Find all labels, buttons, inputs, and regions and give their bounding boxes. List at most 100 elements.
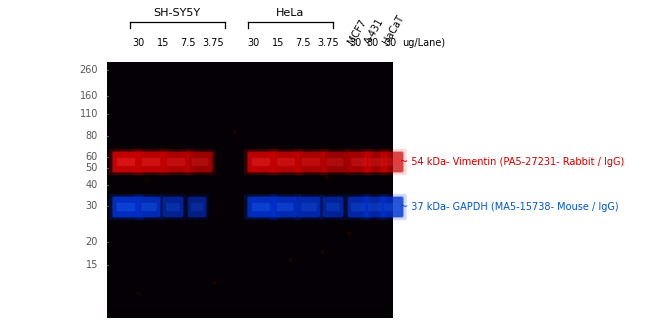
FancyBboxPatch shape [187,196,207,218]
FancyBboxPatch shape [378,149,407,175]
FancyBboxPatch shape [109,194,144,220]
FancyBboxPatch shape [351,158,367,166]
FancyBboxPatch shape [273,152,299,172]
Text: ~ 54 kDa- Vimentin (PA5-27231- Rabbit / IgG): ~ 54 kDa- Vimentin (PA5-27231- Rabbit / … [400,157,624,167]
FancyBboxPatch shape [247,196,275,218]
FancyBboxPatch shape [322,196,344,218]
FancyBboxPatch shape [276,203,294,211]
FancyBboxPatch shape [113,152,139,172]
Text: ~ 37 kDa- GAPDH (MA5-15738- Mouse / IgG): ~ 37 kDa- GAPDH (MA5-15738- Mouse / IgG) [400,202,619,212]
FancyBboxPatch shape [361,149,391,175]
FancyBboxPatch shape [192,158,209,166]
FancyBboxPatch shape [302,158,320,166]
FancyBboxPatch shape [347,151,371,173]
FancyBboxPatch shape [272,151,300,173]
FancyBboxPatch shape [380,151,404,173]
FancyBboxPatch shape [162,196,184,218]
Text: 30: 30 [86,201,98,211]
FancyBboxPatch shape [381,197,403,217]
FancyBboxPatch shape [162,151,190,173]
Text: 20: 20 [86,237,98,247]
FancyBboxPatch shape [323,152,347,172]
FancyBboxPatch shape [187,151,213,173]
Text: 3.75: 3.75 [317,38,339,48]
FancyBboxPatch shape [347,196,369,218]
FancyBboxPatch shape [185,194,209,220]
FancyBboxPatch shape [269,194,301,220]
FancyBboxPatch shape [326,158,343,166]
FancyBboxPatch shape [159,149,194,175]
FancyBboxPatch shape [365,197,385,217]
FancyBboxPatch shape [320,194,346,220]
Text: 15: 15 [272,38,284,48]
FancyBboxPatch shape [365,152,387,172]
FancyBboxPatch shape [244,149,278,175]
FancyBboxPatch shape [344,194,371,220]
Text: SH-SY5Y: SH-SY5Y [153,8,201,18]
Text: HaCaT: HaCaT [382,13,406,46]
FancyBboxPatch shape [138,152,164,172]
FancyBboxPatch shape [348,152,370,172]
FancyBboxPatch shape [167,158,185,166]
FancyBboxPatch shape [137,151,165,173]
FancyBboxPatch shape [112,151,140,173]
FancyBboxPatch shape [368,203,382,211]
FancyBboxPatch shape [326,203,340,211]
FancyBboxPatch shape [344,149,374,175]
Text: 30: 30 [349,38,361,48]
FancyBboxPatch shape [160,194,186,220]
FancyBboxPatch shape [247,151,275,173]
FancyBboxPatch shape [134,149,168,175]
FancyBboxPatch shape [188,197,206,217]
FancyBboxPatch shape [323,197,343,217]
FancyBboxPatch shape [380,196,404,218]
FancyBboxPatch shape [190,203,203,211]
FancyBboxPatch shape [294,149,328,175]
FancyBboxPatch shape [163,152,189,172]
FancyBboxPatch shape [351,203,365,211]
FancyBboxPatch shape [268,149,304,175]
FancyBboxPatch shape [384,203,400,211]
Text: 30: 30 [247,38,259,48]
Text: 30: 30 [366,38,378,48]
FancyBboxPatch shape [142,158,161,166]
FancyBboxPatch shape [252,158,270,166]
FancyBboxPatch shape [322,151,348,173]
Text: 15: 15 [86,260,98,270]
FancyBboxPatch shape [117,203,135,211]
Bar [107,62,393,318]
FancyBboxPatch shape [277,158,295,166]
FancyBboxPatch shape [381,152,403,172]
FancyBboxPatch shape [298,152,324,172]
Text: 260: 260 [79,65,98,75]
FancyBboxPatch shape [273,197,297,217]
FancyBboxPatch shape [297,151,325,173]
Text: 50: 50 [86,163,98,173]
FancyBboxPatch shape [184,149,216,175]
FancyBboxPatch shape [297,196,321,218]
FancyBboxPatch shape [369,158,383,166]
FancyBboxPatch shape [364,196,386,218]
FancyBboxPatch shape [248,197,274,217]
Text: 7.5: 7.5 [180,38,196,48]
Text: A-431: A-431 [363,16,386,46]
FancyBboxPatch shape [113,197,139,217]
Text: 40: 40 [86,180,98,190]
Text: MCF7: MCF7 [346,17,369,46]
Text: 80: 80 [86,131,98,141]
Text: 30: 30 [132,38,144,48]
FancyBboxPatch shape [112,196,140,218]
FancyBboxPatch shape [348,197,368,217]
FancyBboxPatch shape [319,149,351,175]
Text: 60: 60 [86,152,98,162]
FancyBboxPatch shape [137,196,161,218]
FancyBboxPatch shape [244,194,278,220]
Text: 30: 30 [384,38,396,48]
FancyBboxPatch shape [301,203,317,211]
FancyBboxPatch shape [138,197,160,217]
FancyBboxPatch shape [248,152,274,172]
FancyBboxPatch shape [384,158,400,166]
FancyBboxPatch shape [294,194,324,220]
FancyBboxPatch shape [272,196,298,218]
FancyBboxPatch shape [252,203,270,211]
